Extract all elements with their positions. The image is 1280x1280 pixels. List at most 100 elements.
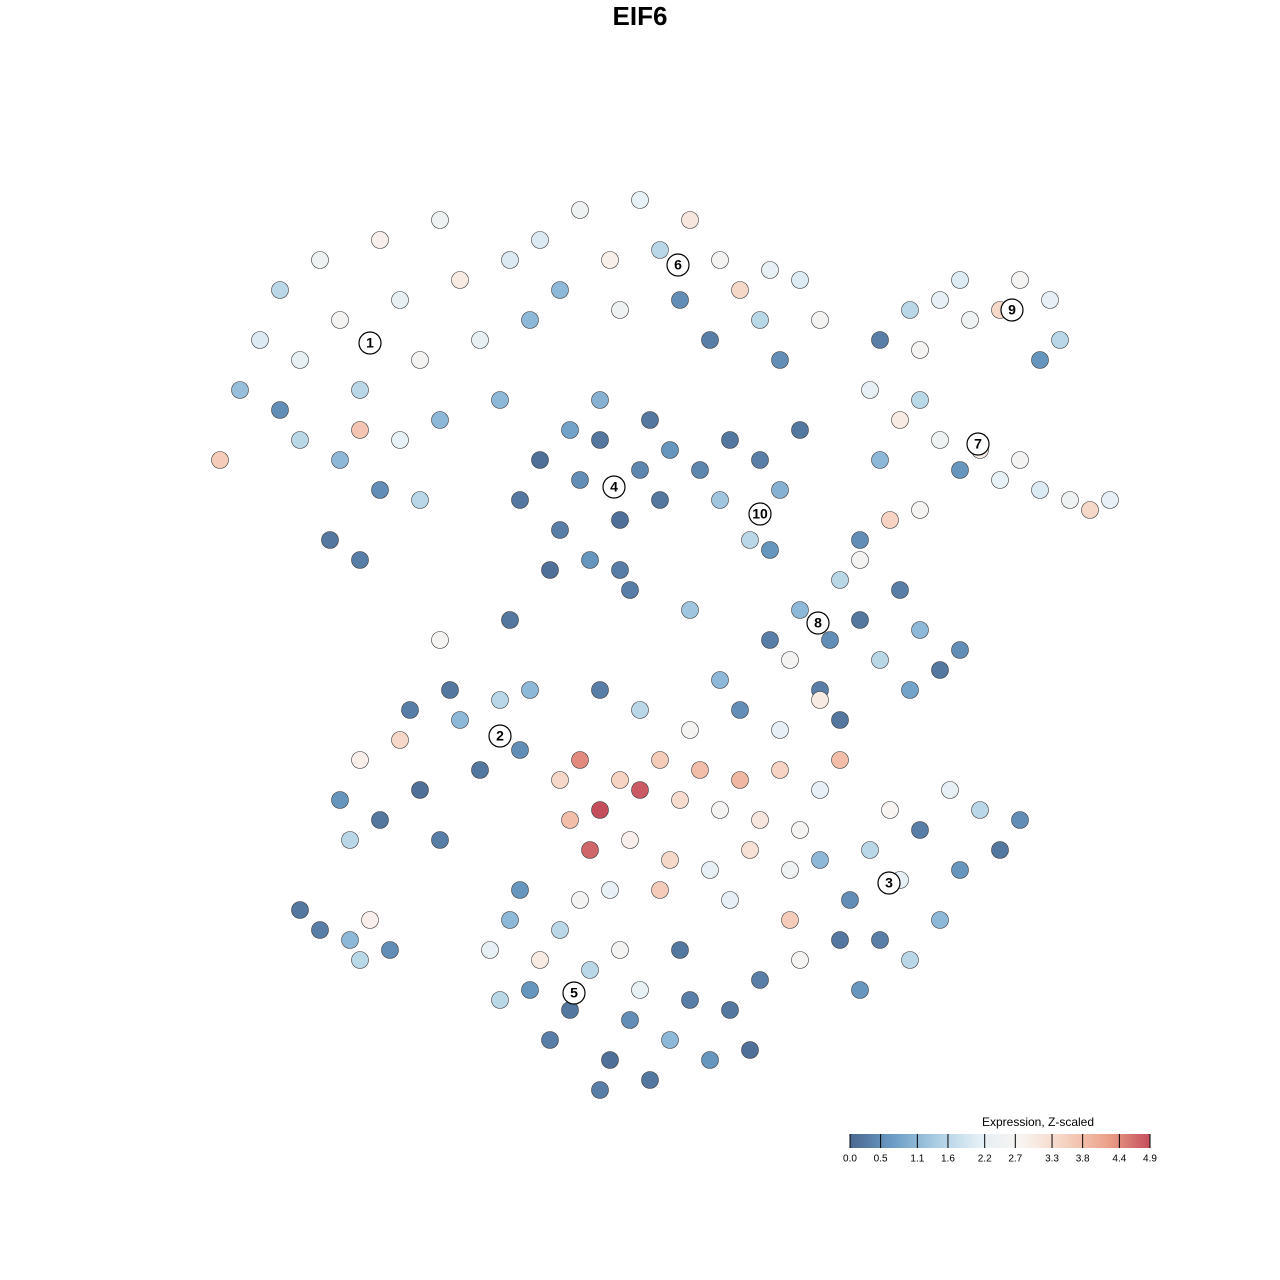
- point: [511, 491, 529, 509]
- point: [391, 291, 409, 309]
- cluster-marker: [358, 331, 382, 355]
- point: [601, 1051, 619, 1069]
- point: [731, 281, 749, 299]
- point: [691, 761, 709, 779]
- point: [521, 681, 539, 699]
- point: [771, 721, 789, 739]
- point: [761, 631, 779, 649]
- point: [761, 541, 779, 559]
- point: [851, 611, 869, 629]
- point: [811, 311, 829, 329]
- point: [521, 311, 539, 329]
- point: [471, 761, 489, 779]
- point: [771, 761, 789, 779]
- point: [631, 191, 649, 209]
- point: [871, 451, 889, 469]
- point: [591, 431, 609, 449]
- point: [831, 751, 849, 769]
- point: [531, 451, 549, 469]
- point: [551, 281, 569, 299]
- point: [791, 421, 809, 439]
- point: [951, 271, 969, 289]
- point: [711, 251, 729, 269]
- point: [271, 401, 289, 419]
- cluster-label: 5: [570, 985, 578, 1001]
- colorbar-tick-label: 3.8: [1076, 1154, 1090, 1165]
- point: [911, 341, 929, 359]
- point: [791, 951, 809, 969]
- point: [551, 771, 569, 789]
- colorbar-tick-label: 2.7: [1008, 1154, 1022, 1165]
- point: [1011, 811, 1029, 829]
- point: [931, 661, 949, 679]
- point: [821, 631, 839, 649]
- point: [371, 811, 389, 829]
- point: [901, 951, 919, 969]
- colorbar-tick-label: 4.9: [1143, 1154, 1157, 1165]
- point: [931, 291, 949, 309]
- point: [951, 461, 969, 479]
- point: [321, 531, 339, 549]
- point: [811, 851, 829, 869]
- colorbar-tick-label: 1.6: [941, 1154, 955, 1165]
- point: [891, 411, 909, 429]
- point: [881, 511, 899, 529]
- point: [911, 621, 929, 639]
- point: [561, 811, 579, 829]
- colorbar-tick-label: 0.5: [874, 1154, 888, 1165]
- cluster-marker: [877, 871, 901, 895]
- point: [411, 491, 429, 509]
- point: [541, 1031, 559, 1049]
- cluster-label: 2: [496, 728, 504, 744]
- point: [901, 681, 919, 699]
- cluster-label: 1: [366, 335, 374, 351]
- point: [711, 491, 729, 509]
- cluster-label: 4: [610, 479, 618, 495]
- point: [311, 921, 329, 939]
- cluster-marker: [1000, 298, 1024, 322]
- point: [591, 681, 609, 699]
- point: [501, 251, 519, 269]
- points: [211, 191, 1119, 1099]
- point: [351, 751, 369, 769]
- point: [701, 1051, 719, 1069]
- point: [741, 531, 759, 549]
- point: [831, 571, 849, 589]
- point: [871, 931, 889, 949]
- colorbar-title: Expression, Z-scaled: [982, 1115, 1094, 1129]
- point: [891, 581, 909, 599]
- point: [1051, 331, 1069, 349]
- point: [721, 1001, 739, 1019]
- point: [811, 781, 829, 799]
- point: [961, 311, 979, 329]
- point: [581, 551, 599, 569]
- point: [851, 531, 869, 549]
- point: [721, 891, 739, 909]
- point: [511, 741, 529, 759]
- point: [371, 481, 389, 499]
- point: [771, 481, 789, 499]
- cluster-marker: [806, 611, 830, 635]
- point: [501, 611, 519, 629]
- point: [511, 881, 529, 899]
- point: [951, 641, 969, 659]
- point: [1101, 491, 1119, 509]
- cluster-marker: [748, 502, 772, 526]
- point: [1081, 501, 1099, 519]
- point: [651, 491, 669, 509]
- point: [431, 411, 449, 429]
- point: [781, 911, 799, 929]
- point: [791, 821, 809, 839]
- point: [681, 601, 699, 619]
- point: [561, 421, 579, 439]
- point: [571, 891, 589, 909]
- point: [951, 861, 969, 879]
- point: [681, 211, 699, 229]
- colorbar: 0.0 0.5 1.1 1.6 2.2 2.7 3.3 3.8 4.4 4.9: [843, 1134, 1157, 1165]
- point: [811, 691, 829, 709]
- point: [621, 1011, 639, 1029]
- point: [431, 831, 449, 849]
- point: [361, 911, 379, 929]
- point: [681, 721, 699, 739]
- point: [731, 701, 749, 719]
